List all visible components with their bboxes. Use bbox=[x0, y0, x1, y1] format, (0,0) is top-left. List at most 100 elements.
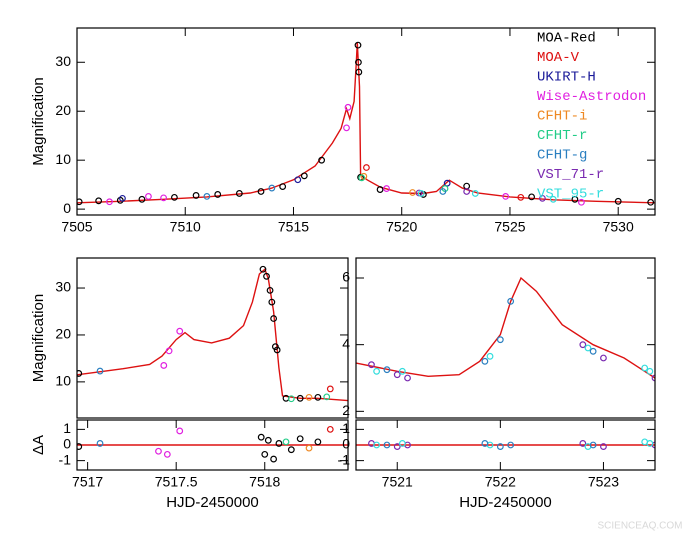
data-point bbox=[398, 440, 406, 447]
data-point bbox=[647, 198, 655, 206]
data-point bbox=[318, 156, 326, 164]
data-point bbox=[496, 443, 504, 450]
data-point bbox=[398, 367, 406, 375]
data-point bbox=[417, 190, 425, 197]
x-tick-label: 7520 bbox=[386, 219, 417, 235]
data-point bbox=[383, 366, 391, 374]
data-point bbox=[358, 174, 366, 182]
data-point bbox=[176, 427, 184, 435]
data-point bbox=[257, 188, 265, 195]
x-tick-label: 7517.5 bbox=[155, 474, 198, 490]
y-tick-label: 30 bbox=[55, 53, 71, 69]
data-point bbox=[165, 347, 173, 355]
x-tick-label: 7515 bbox=[278, 219, 309, 235]
x-tick-label: 7522 bbox=[485, 474, 516, 490]
data-point bbox=[463, 182, 471, 190]
data-point bbox=[507, 441, 515, 449]
watermark: SCIENCEAQ.COM bbox=[597, 521, 682, 532]
data-point bbox=[600, 443, 607, 450]
data-point bbox=[641, 364, 649, 372]
legend-entry: MOA-Red bbox=[537, 31, 596, 47]
data-point bbox=[314, 393, 322, 401]
legend-entry: CFHT-r bbox=[537, 128, 587, 144]
data-point bbox=[268, 184, 276, 192]
x-tick-label: 7523 bbox=[588, 474, 619, 490]
y-tick-label: 1 bbox=[63, 420, 71, 436]
data-point bbox=[344, 103, 352, 111]
data-point bbox=[355, 68, 363, 76]
data-point bbox=[463, 188, 471, 195]
x-tick-label: 7518 bbox=[249, 474, 280, 490]
y-tick-label: 10 bbox=[55, 151, 71, 167]
data-point bbox=[235, 190, 243, 197]
data-point bbox=[171, 193, 178, 201]
y-tick-label: 10 bbox=[55, 373, 71, 389]
data-point bbox=[326, 385, 334, 393]
data-point bbox=[314, 438, 322, 446]
data-point bbox=[439, 188, 447, 195]
data-point bbox=[343, 124, 350, 132]
data-point bbox=[404, 374, 411, 382]
data-point bbox=[271, 343, 279, 351]
data-point bbox=[589, 347, 597, 355]
data-point bbox=[646, 367, 654, 375]
data-point bbox=[259, 265, 267, 273]
y-tick-label: 20 bbox=[55, 102, 71, 118]
data-point bbox=[192, 192, 200, 199]
data-point bbox=[577, 198, 585, 206]
x-tick-label: 7530 bbox=[603, 219, 634, 235]
plot-frame bbox=[76, 257, 349, 419]
legend-entry: CFHT-i bbox=[537, 109, 587, 125]
legend-entry: Wise-Astrodon bbox=[537, 89, 646, 105]
data-point bbox=[600, 354, 607, 362]
data-point bbox=[614, 197, 622, 205]
data-point bbox=[549, 195, 557, 203]
legend-entry: VST_95-r bbox=[537, 187, 604, 203]
data-point bbox=[393, 371, 401, 379]
data-point bbox=[294, 176, 302, 184]
data-point bbox=[214, 191, 222, 198]
data-point bbox=[579, 440, 587, 447]
data-point bbox=[376, 186, 384, 193]
data-point bbox=[584, 344, 592, 352]
data-point bbox=[270, 455, 278, 463]
data-point bbox=[393, 443, 401, 450]
x-tick-label: 7505 bbox=[61, 219, 92, 235]
data-point bbox=[257, 433, 265, 441]
data-point bbox=[571, 195, 579, 203]
data-point bbox=[155, 447, 162, 455]
data-point bbox=[203, 192, 211, 200]
x-tick-label: 7521 bbox=[382, 474, 413, 490]
y-tick-label: -1 bbox=[338, 451, 351, 467]
data-point bbox=[106, 198, 113, 206]
data-point bbox=[486, 352, 494, 360]
data-point bbox=[160, 194, 167, 202]
data-point bbox=[287, 395, 295, 403]
data-point bbox=[138, 195, 146, 203]
data-point bbox=[77, 370, 83, 377]
data-point bbox=[496, 336, 504, 344]
data-point bbox=[305, 444, 313, 452]
x-axis-label: HJD-2450000 bbox=[459, 494, 552, 511]
data-point bbox=[270, 315, 278, 322]
plot-frame bbox=[355, 419, 656, 471]
data-point bbox=[651, 374, 655, 382]
data-point bbox=[579, 341, 587, 349]
data-point bbox=[502, 192, 510, 200]
data-point bbox=[481, 440, 489, 447]
data-point bbox=[77, 443, 83, 450]
y-tick-label: 2 bbox=[342, 402, 350, 418]
y-tick-label: 4 bbox=[342, 335, 350, 351]
data-point bbox=[471, 190, 479, 197]
data-point bbox=[296, 435, 304, 443]
plot-frame bbox=[76, 27, 656, 216]
data-point bbox=[373, 367, 381, 375]
model-curve bbox=[77, 268, 348, 402]
data-point bbox=[383, 441, 391, 449]
y-tick-label: 30 bbox=[55, 279, 71, 295]
data-point bbox=[539, 194, 546, 202]
data-point bbox=[160, 362, 168, 369]
y-tick-label: 1 bbox=[342, 420, 350, 436]
data-point bbox=[261, 450, 269, 458]
y-axis-label: ΔA bbox=[30, 435, 47, 455]
